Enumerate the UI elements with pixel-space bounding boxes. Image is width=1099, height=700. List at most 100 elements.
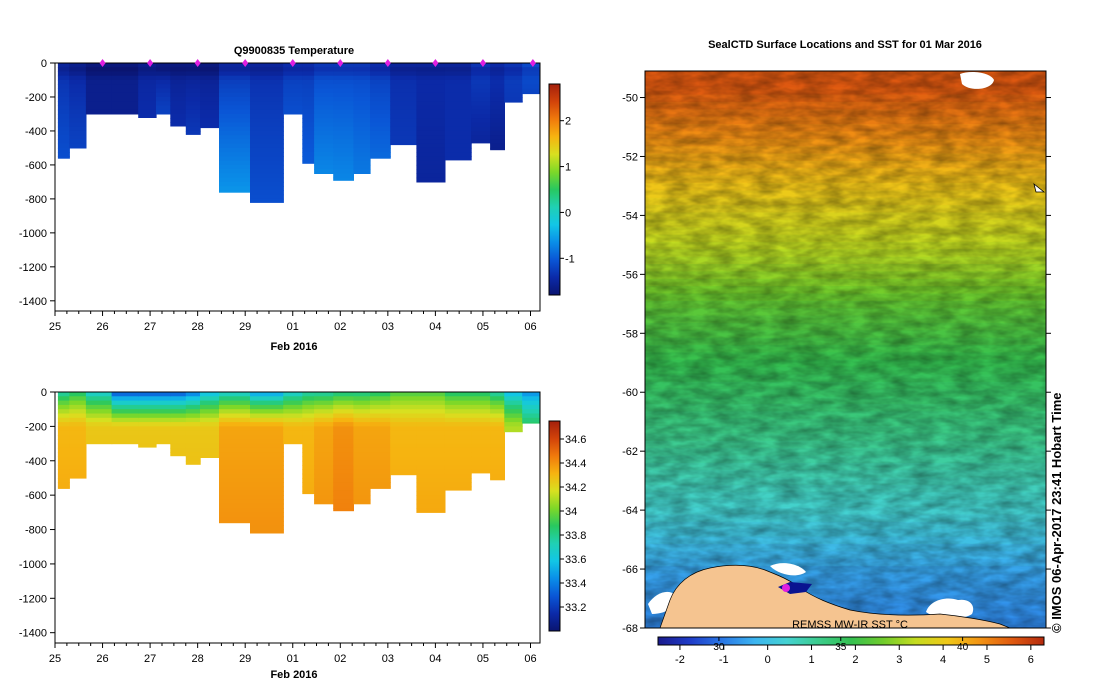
section-cell <box>416 486 446 492</box>
section-cell <box>57 105 70 111</box>
section-cell <box>314 396 334 402</box>
section-cell <box>219 160 251 166</box>
section-cell <box>219 439 251 445</box>
section-cell <box>390 465 417 470</box>
section-cell <box>302 404 315 410</box>
section-cell <box>490 469 505 475</box>
section-cell <box>283 400 303 406</box>
section-cell <box>416 404 446 410</box>
section-cell <box>416 447 446 453</box>
section-cell <box>156 422 171 427</box>
y-tick-label: -400 <box>25 456 47 468</box>
section-cell <box>69 400 87 406</box>
section-cell <box>444 456 472 462</box>
section-cell <box>490 413 505 419</box>
section-cell <box>314 147 334 153</box>
salinity-section-cells <box>57 392 540 534</box>
section-cell <box>333 135 354 140</box>
section-cell <box>250 92 284 98</box>
station-marker <box>194 59 201 67</box>
section-cell <box>370 67 391 72</box>
section-cell <box>57 478 70 483</box>
section-cell <box>390 469 417 475</box>
section-cell <box>138 422 157 427</box>
section-cell <box>353 75 371 81</box>
section-cell <box>333 413 354 419</box>
sst-celsius-tick-label: 4 <box>940 654 946 666</box>
section-cell <box>170 105 187 111</box>
section-cell <box>170 63 187 68</box>
section-cell <box>314 486 334 492</box>
section-cell <box>333 130 354 136</box>
section-cell <box>504 80 523 85</box>
section-cell <box>111 409 139 415</box>
section-cell <box>314 452 334 458</box>
section-cell <box>490 135 505 140</box>
section-cell <box>219 516 251 522</box>
section-cell <box>200 80 220 85</box>
section-cell <box>390 430 417 436</box>
section-cell <box>138 101 157 106</box>
section-cell <box>185 396 201 402</box>
section-cell <box>333 177 354 181</box>
section-cell <box>490 473 505 479</box>
section-cell <box>416 101 446 106</box>
section-cell <box>111 417 139 423</box>
section-cell <box>416 109 446 115</box>
section-cell <box>85 97 113 102</box>
section-cell <box>353 443 371 449</box>
section-cell <box>185 452 201 458</box>
section-cell <box>200 417 220 423</box>
section-cell <box>314 490 334 496</box>
section-cell <box>370 109 391 115</box>
section-cell <box>219 143 251 149</box>
x-tick-label: 06 <box>524 321 536 333</box>
section-cell <box>416 495 446 501</box>
section-cell <box>302 426 315 432</box>
section-cell <box>170 114 187 119</box>
section-cell <box>471 71 491 77</box>
section-cell <box>185 426 201 432</box>
section-cell <box>490 426 505 432</box>
sea-ice-patches <box>648 72 994 619</box>
section-cell <box>111 413 139 419</box>
section-cell <box>85 430 113 436</box>
section-cell <box>69 84 87 89</box>
section-cell <box>219 114 251 119</box>
section-cell <box>490 109 505 115</box>
section-cell <box>69 430 87 436</box>
temperature-chart-title: Q9900835 Temperature <box>234 45 354 57</box>
section-cell <box>471 122 491 128</box>
section-cell <box>170 71 187 77</box>
section-cell <box>416 105 446 111</box>
section-cell <box>283 413 303 419</box>
section-cell <box>302 139 315 145</box>
section-cell <box>390 400 417 406</box>
section-cell <box>353 486 371 492</box>
section-cell <box>156 400 171 406</box>
section-cell <box>416 130 446 136</box>
latitude-axis: -50 -52 -54 -56 -58 -60 -62 -64 -66 -68 <box>622 93 1051 635</box>
section-cell <box>250 97 284 102</box>
section-cell <box>200 97 220 102</box>
section-cell <box>250 84 284 89</box>
section-cell <box>170 422 187 427</box>
section-cell <box>444 404 472 410</box>
section-cell <box>200 92 220 98</box>
section-cell <box>490 126 505 132</box>
section-cell <box>69 413 87 419</box>
section-cell <box>333 495 354 501</box>
section-cell <box>250 525 284 531</box>
x-tick-label: 02 <box>334 321 346 333</box>
section-cell <box>353 417 371 423</box>
section-cell <box>490 84 505 89</box>
section-cell <box>250 164 284 170</box>
section-cell <box>250 452 284 458</box>
section-cell <box>283 101 303 106</box>
section-cell <box>219 80 251 85</box>
section-cell <box>390 97 417 102</box>
section-cell <box>471 409 491 415</box>
section-cell <box>250 460 284 466</box>
section-cell <box>471 67 491 72</box>
y-tick-label: -600 <box>25 160 47 172</box>
